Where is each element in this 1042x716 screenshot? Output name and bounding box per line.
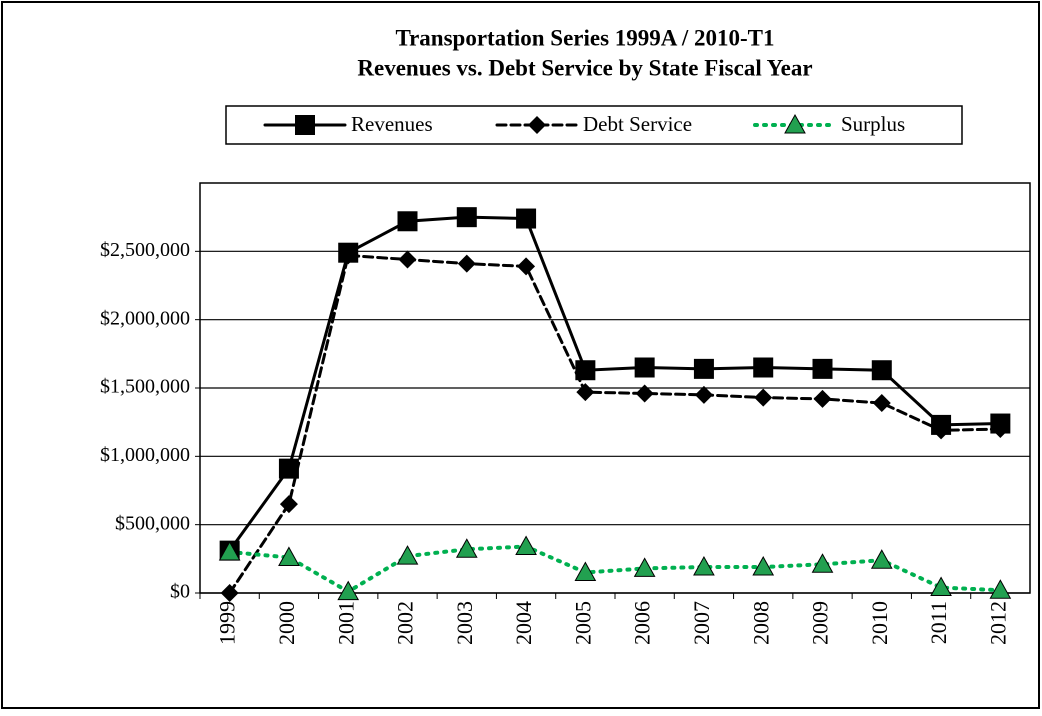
marker-square	[753, 357, 774, 378]
x-tick-label: 2005	[570, 601, 595, 645]
marker-triangle	[515, 535, 537, 556]
marker-diamond	[754, 388, 773, 407]
x-tick-label: 2007	[689, 601, 714, 645]
marker-diamond	[528, 116, 546, 134]
marker-square	[295, 115, 315, 135]
x-tick-label: 2001	[333, 601, 358, 645]
marker-diamond	[279, 495, 298, 514]
marker-triangle	[811, 553, 834, 573]
x-tick-label: 2012	[985, 601, 1010, 645]
marker-diamond	[991, 420, 1010, 438]
y-tick-label: $1,500,000	[100, 376, 190, 398]
legend-label: Revenues	[351, 112, 433, 136]
y-tick-label: $0	[170, 581, 190, 603]
y-tick-label: $500,000	[115, 512, 190, 534]
x-tick-label: 2011	[926, 601, 951, 644]
marker-triangle	[752, 556, 775, 576]
x-tick-label: 2000	[274, 601, 299, 645]
marker-diamond	[220, 584, 239, 602]
x-tick-label: 2004	[511, 601, 536, 645]
marker-triangle	[930, 576, 952, 597]
marker-triangle	[633, 557, 656, 577]
marker-diamond	[872, 394, 891, 413]
marker-diamond	[517, 257, 536, 276]
legend-label: Surplus	[841, 112, 905, 136]
marker-diamond	[576, 383, 595, 402]
marker-diamond	[339, 246, 358, 265]
y-tick-label: $2,500,000	[100, 239, 190, 261]
marker-triangle	[278, 546, 300, 566]
marker-square	[575, 360, 596, 381]
marker-diamond	[813, 389, 832, 408]
x-tick-label: 2009	[808, 601, 833, 645]
legend-label: Debt Service	[583, 112, 692, 136]
x-tick-label: 2003	[452, 601, 477, 645]
marker-triangle	[693, 556, 715, 576]
legend-box	[225, 105, 963, 145]
marker-triangle	[218, 540, 241, 561]
y-tick-label: $1,000,000	[100, 444, 190, 466]
marker-square	[634, 357, 655, 378]
marker-square	[812, 358, 833, 379]
marker-square	[693, 358, 714, 379]
marker-square	[397, 211, 418, 232]
marker-square	[871, 360, 892, 381]
x-tick-label: 2010	[867, 601, 892, 645]
marker-triangle	[455, 538, 478, 558]
marker-square	[278, 458, 299, 479]
chart-subtitle: Revenues vs. Debt Service by State Fisca…	[357, 55, 812, 80]
marker-square	[456, 207, 477, 228]
marker-diamond	[457, 254, 476, 273]
chart-title: Transportation Series 1999A / 2010-T1	[395, 25, 774, 50]
marker-triangle	[784, 113, 806, 134]
marker-diamond	[694, 385, 713, 404]
series-line	[227, 544, 1003, 594]
marker-triangle	[396, 545, 419, 565]
marker-diamond	[635, 384, 654, 403]
x-tick-label: 2002	[393, 601, 418, 645]
marker-triangle	[574, 561, 597, 581]
marker-square	[516, 208, 537, 229]
x-tick-label: 2008	[748, 601, 773, 645]
x-tick-label: 2006	[630, 601, 655, 645]
marker-diamond	[932, 421, 951, 440]
marker-triangle	[870, 549, 893, 569]
x-tick-label: 1999	[215, 601, 240, 645]
marker-triangle	[989, 579, 1012, 599]
y-tick-label: $2,000,000	[100, 307, 190, 329]
marker-diamond	[398, 250, 417, 269]
marker-triangle	[337, 580, 360, 601]
